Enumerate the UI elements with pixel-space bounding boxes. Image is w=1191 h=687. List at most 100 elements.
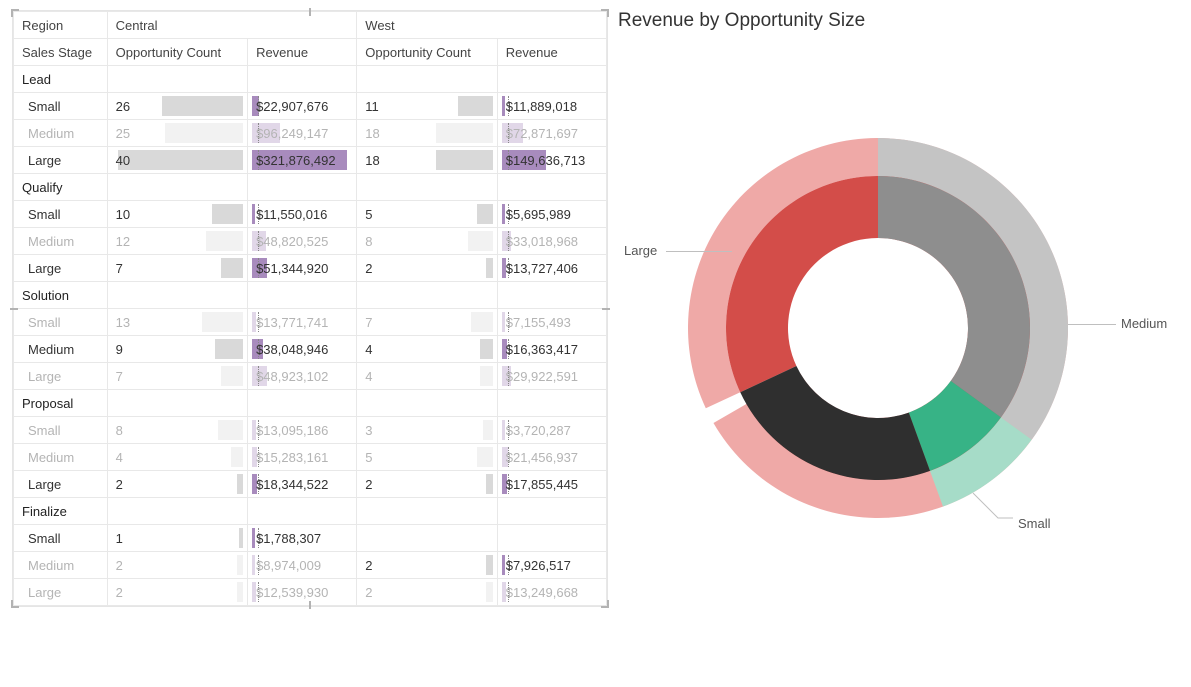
count-cell[interactable]: 2 (357, 471, 497, 498)
revenue-cell[interactable]: $7,155,493 (497, 309, 606, 336)
region-header-1[interactable]: West (357, 12, 607, 39)
revenue-cell[interactable]: $21,456,937 (497, 444, 606, 471)
count-cell[interactable]: 7 (107, 255, 247, 282)
revenue-cell[interactable]: $13,771,741 (248, 309, 357, 336)
measure-header[interactable]: Opportunity Count (107, 39, 247, 66)
revenue-cell[interactable]: $15,283,161 (248, 444, 357, 471)
list-item[interactable]: Medium (14, 336, 108, 363)
count-cell[interactable]: 9 (107, 336, 247, 363)
measure-header[interactable]: Revenue (497, 39, 606, 66)
stage-row[interactable]: Proposal (14, 390, 108, 417)
count-cell[interactable]: 40 (107, 147, 247, 174)
count-cell[interactable]: 7 (107, 363, 247, 390)
count-cell[interactable]: 13 (107, 309, 247, 336)
more-options-icon[interactable]: ⋯ (590, 0, 609, 1)
count-cell[interactable]: 8 (107, 417, 247, 444)
count-cell[interactable]: 2 (357, 255, 497, 282)
revenue-cell[interactable]: $13,249,668 (497, 579, 606, 606)
revenue-cell[interactable]: $13,095,186 (248, 417, 357, 444)
count-cell[interactable]: 2 (357, 579, 497, 606)
list-item[interactable]: Medium (14, 228, 108, 255)
list-item[interactable]: Medium (14, 120, 108, 147)
count-cell[interactable]: 1 (107, 525, 247, 552)
list-item[interactable]: Small (14, 201, 108, 228)
drill-up-icon[interactable] (408, 0, 426, 1)
focus-mode-icon[interactable] (538, 0, 556, 1)
donut-chart[interactable]: LargeMediumSmall (618, 38, 1178, 598)
filter-icon[interactable] (512, 0, 530, 1)
count-cell[interactable]: 4 (357, 363, 497, 390)
revenue-cell[interactable]: $5,695,989 (497, 201, 606, 228)
count-cell[interactable]: 3 (357, 417, 497, 444)
expand-down-icon[interactable] (460, 0, 478, 1)
drill-down-icon[interactable] (434, 0, 452, 1)
count-cell[interactable]: 2 (357, 552, 497, 579)
count-cell[interactable]: 4 (107, 444, 247, 471)
revenue-cell[interactable]: $11,889,018 (497, 93, 606, 120)
revenue-cell[interactable]: $17,855,445 (497, 471, 606, 498)
count-cell[interactable]: 12 (107, 228, 247, 255)
count-cell[interactable]: 4 (357, 336, 497, 363)
revenue-cell[interactable]: $8,974,009 (248, 552, 357, 579)
revenue-cell[interactable]: $96,249,147 (248, 120, 357, 147)
count-cell[interactable]: 10 (107, 201, 247, 228)
revenue-cell[interactable]: $321,876,492 (248, 147, 357, 174)
list-item[interactable]: Large (14, 579, 108, 606)
stage-row[interactable]: Solution (14, 282, 108, 309)
revenue-cell[interactable]: $29,922,591 (497, 363, 606, 390)
list-item[interactable]: Large (14, 363, 108, 390)
revenue-cell[interactable]: $38,048,946 (248, 336, 357, 363)
chart-label: Medium (1121, 316, 1167, 331)
count-cell[interactable]: 7 (357, 309, 497, 336)
revenue-cell[interactable]: $22,907,676 (248, 93, 357, 120)
count-cell[interactable]: 5 (357, 201, 497, 228)
matrix-table[interactable]: Region Central West Sales Stage Opportun… (13, 11, 607, 606)
revenue-cell[interactable]: $48,923,102 (248, 363, 357, 390)
list-item[interactable]: Small (14, 525, 108, 552)
count-cell[interactable]: 25 (107, 120, 247, 147)
stage-row[interactable]: Finalize (14, 498, 108, 525)
popout-icon[interactable] (564, 0, 582, 1)
revenue-cell[interactable]: $51,344,920 (248, 255, 357, 282)
count-cell[interactable]: 18 (357, 120, 497, 147)
revenue-cell[interactable]: $7,926,517 (497, 552, 606, 579)
count-cell[interactable]: 2 (107, 579, 247, 606)
region-header-0[interactable]: Central (107, 12, 357, 39)
list-item[interactable]: Small (14, 417, 108, 444)
sub-header[interactable]: Sales Stage (14, 39, 108, 66)
list-item[interactable]: Small (14, 309, 108, 336)
count-cell[interactable]: 26 (107, 93, 247, 120)
revenue-cell[interactable]: $12,539,930 (248, 579, 357, 606)
count-cell[interactable]: 5 (357, 444, 497, 471)
count-cell[interactable]: 2 (107, 471, 247, 498)
count-cell[interactable]: 2 (107, 552, 247, 579)
count-cell[interactable]: 11 (357, 93, 497, 120)
list-item[interactable]: Small (14, 93, 108, 120)
measure-header[interactable]: Opportunity Count (357, 39, 497, 66)
revenue-cell[interactable]: $3,720,287 (497, 417, 606, 444)
expand-hierarchy-icon[interactable] (486, 0, 504, 1)
revenue-cell[interactable]: $48,820,525 (248, 228, 357, 255)
revenue-cell[interactable]: $1,788,307 (248, 525, 357, 552)
revenue-cell[interactable]: $13,727,406 (497, 255, 606, 282)
donut-chart-visual[interactable]: Revenue by Opportunity Size LargeMediumS… (618, 10, 1179, 607)
list-item[interactable]: Large (14, 255, 108, 282)
row-header[interactable]: Region (14, 12, 108, 39)
stage-row[interactable]: Lead (14, 66, 108, 93)
list-item[interactable]: Medium (14, 552, 108, 579)
list-item[interactable]: Medium (14, 444, 108, 471)
chart-title: Revenue by Opportunity Size (618, 10, 1179, 32)
list-item[interactable]: Large (14, 147, 108, 174)
measure-header[interactable]: Revenue (248, 39, 357, 66)
revenue-cell[interactable]: $16,363,417 (497, 336, 606, 363)
revenue-cell[interactable]: $149,636,713 (497, 147, 606, 174)
revenue-cell[interactable]: $18,344,522 (248, 471, 357, 498)
matrix-visual[interactable]: ⋯ Region Central West Sales Stage Opport… (12, 10, 608, 607)
list-item[interactable]: Large (14, 471, 108, 498)
count-cell[interactable]: 8 (357, 228, 497, 255)
revenue-cell[interactable]: $33,018,968 (497, 228, 606, 255)
count-cell[interactable]: 18 (357, 147, 497, 174)
stage-row[interactable]: Qualify (14, 174, 108, 201)
revenue-cell[interactable]: $72,871,697 (497, 120, 606, 147)
revenue-cell[interactable]: $11,550,016 (248, 201, 357, 228)
